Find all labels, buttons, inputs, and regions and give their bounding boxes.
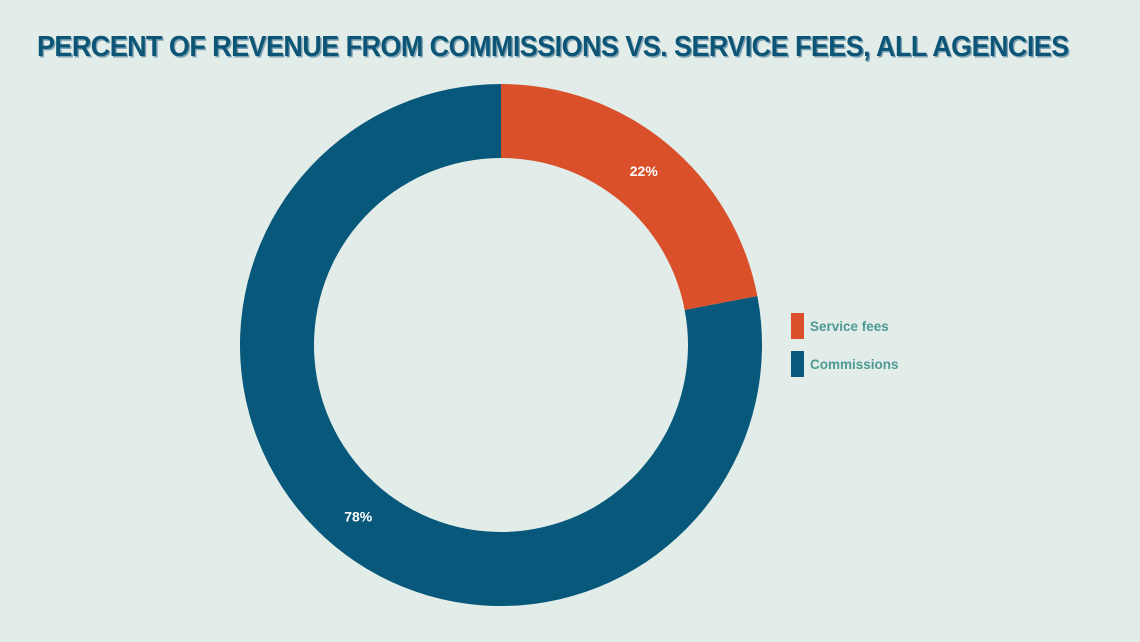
legend-label-commissions: Commissions	[810, 356, 899, 372]
donut-slices	[239, 84, 762, 606]
slice-label-commissions: 78%	[344, 508, 373, 524]
legend-item-commissions: Commissions	[791, 351, 899, 377]
chart-legend: Service fees Commissions	[791, 313, 899, 389]
legend-item-service-fees: Service fees	[791, 313, 899, 339]
donut-slice-labels: 22% 78%	[344, 163, 658, 524]
legend-label-service-fees: Service fees	[810, 318, 889, 334]
legend-swatch-commissions	[791, 351, 804, 377]
donut-slice-service-fees	[501, 84, 758, 310]
slice-label-service-fees: 22%	[630, 163, 659, 179]
chart-title: PERCENT OF REVENUE FROM COMMISSIONS VS. …	[37, 31, 1069, 63]
legend-swatch-service-fees	[791, 313, 804, 339]
